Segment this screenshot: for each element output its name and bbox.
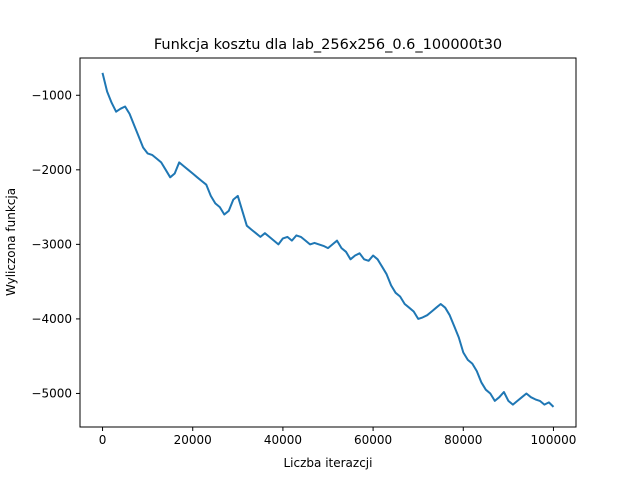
- x-axis-label: Liczba iterazcji: [284, 456, 373, 470]
- y-tick-label: −5000: [31, 386, 72, 400]
- series-layer: [101, 72, 555, 408]
- series-line: [101, 72, 555, 408]
- x-tick-label: 60000: [354, 433, 392, 447]
- y-tick-label: −4000: [31, 312, 72, 326]
- y-tick-label: −2000: [31, 163, 72, 177]
- x-axis-ticks: 0 20000 40000 60000 80000 100000: [99, 427, 577, 447]
- y-axis-ticks: −1000 −2000 −3000 −4000 −5000: [31, 88, 80, 400]
- chart-title: Funkcja kosztu dla lab_256x256_0.6_10000…: [154, 37, 502, 53]
- x-tick-label: 20000: [174, 433, 212, 447]
- x-tick-label: 0: [99, 433, 107, 447]
- plot-area: [79, 57, 577, 428]
- x-tick-label: 80000: [444, 433, 482, 447]
- x-tick-label: 40000: [264, 433, 302, 447]
- y-tick-label: −1000: [31, 88, 72, 102]
- y-axis-label: Wyliczona funkcja: [4, 188, 18, 296]
- y-tick-label: −3000: [31, 237, 72, 251]
- x-tick-label: 100000: [531, 433, 577, 447]
